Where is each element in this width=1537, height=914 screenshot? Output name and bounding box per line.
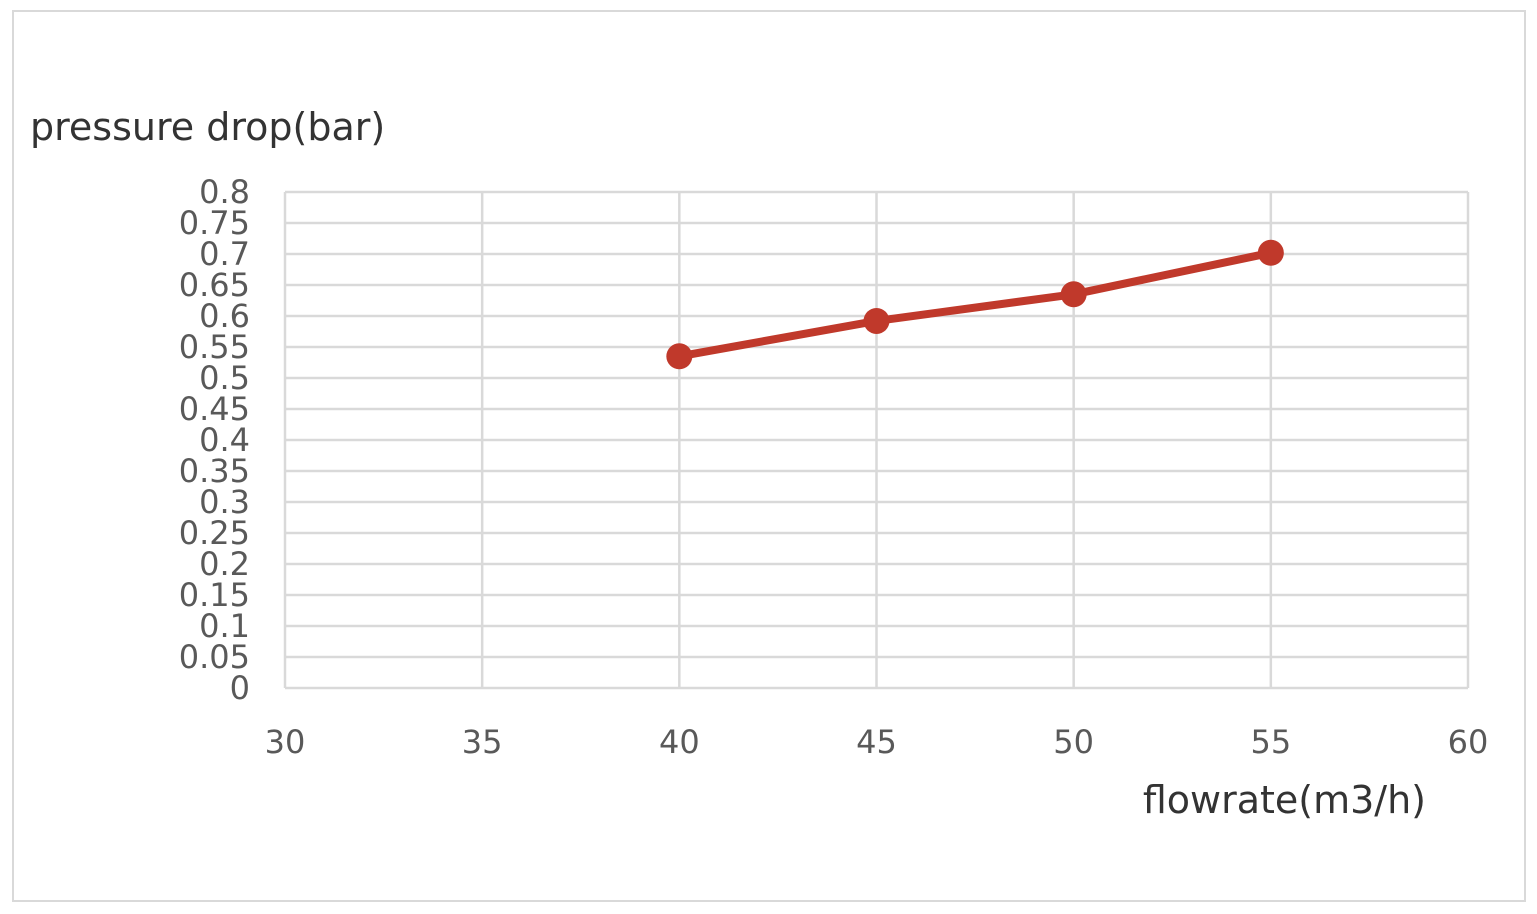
y-axis-title: pressure drop(bar) [30, 105, 385, 149]
y-tick-label: 0.45 [179, 390, 250, 428]
x-axis-title: flowrate(m3/h) [1143, 778, 1426, 822]
x-tick-label: 50 [1053, 723, 1094, 761]
y-tick-label: 0.55 [179, 328, 250, 366]
grid [283, 190, 1470, 690]
chart-frame [12, 10, 1526, 902]
y-tick-label: 0.1 [199, 607, 250, 645]
data-point-0 [666, 343, 693, 370]
y-tick-label: 0.5 [199, 359, 250, 397]
x-tick-label: 30 [265, 723, 306, 761]
y-axis-ticks: 00.050.10.150.20.250.30.350.40.450.50.55… [179, 173, 250, 707]
y-tick-label: 0.35 [179, 452, 250, 490]
y-tick-label: 0.15 [179, 576, 250, 614]
data-point-2 [1060, 281, 1087, 308]
x-axis-ticks: 30 35 40 45 50 55 60 [265, 723, 1489, 761]
y-tick-label: 0.8 [199, 173, 250, 211]
y-tick-label: 0.25 [179, 514, 250, 552]
y-tick-label: 0.7 [199, 235, 250, 273]
x-tick-label: 55 [1250, 723, 1291, 761]
y-tick-label: 0.2 [199, 545, 250, 583]
y-tick-label: 0.05 [179, 638, 250, 676]
x-tick-label: 35 [462, 723, 503, 761]
x-tick-label: 40 [659, 723, 700, 761]
data-point-3 [1257, 239, 1284, 266]
series-layer [666, 239, 1284, 370]
data-point-1 [863, 307, 890, 334]
y-tick-label: 0.75 [179, 204, 250, 242]
y-tick-label: 0.65 [179, 266, 250, 304]
y-tick-label: 0.4 [199, 421, 250, 459]
y-tick-label: 0.3 [199, 483, 250, 521]
y-tick-label: 0.6 [199, 297, 250, 335]
y-tick-label: 0 [230, 669, 250, 707]
x-tick-label: 60 [1448, 723, 1489, 761]
series-line-0 [675, 248, 1275, 361]
x-tick-label: 45 [856, 723, 897, 761]
